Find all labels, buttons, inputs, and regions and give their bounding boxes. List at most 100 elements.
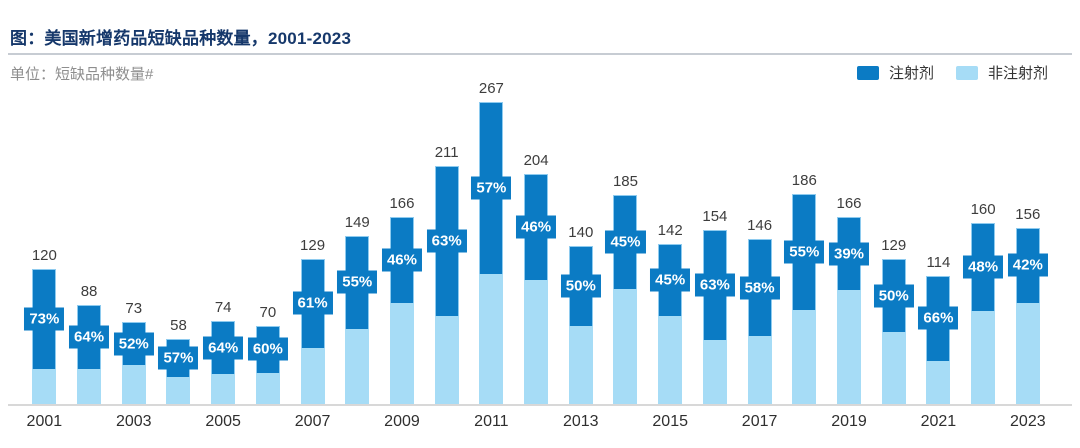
bar-segment-non-injectable xyxy=(77,368,102,405)
bar-2016 xyxy=(702,230,727,405)
bar-segment-non-injectable xyxy=(837,290,861,405)
bar-segment-non-injectable xyxy=(524,280,549,405)
bar-total-label: 140 xyxy=(568,224,594,242)
bar-pct-label: 50% xyxy=(560,274,601,298)
bar-group-2014: 185 45% xyxy=(603,80,648,405)
bar-2020 xyxy=(881,258,906,405)
bar-group-2023: 156 42% 2023 xyxy=(1005,80,1050,430)
bar-total-label: 70 xyxy=(259,303,277,321)
x-axis-tick-2001: 2001 xyxy=(26,413,63,430)
bar-group-2004: 58 57% xyxy=(156,80,201,405)
x-axis-tick-2017: 2017 xyxy=(741,413,778,430)
bar-pct-label: 45% xyxy=(650,268,691,292)
bar-pct-label: 57% xyxy=(158,346,199,370)
bar-total-label: 186 xyxy=(791,171,817,189)
bar-group-2011: 267 57% 2011 xyxy=(469,80,514,430)
bar-total-label: 185 xyxy=(612,173,638,191)
bar-pct-label: 63% xyxy=(694,273,735,297)
bar-group-2010: 211 63% xyxy=(424,80,469,405)
bar-total-label: 166 xyxy=(836,194,862,212)
bar-segment-non-injectable xyxy=(389,302,414,405)
bar-total-label: 267 xyxy=(478,80,504,97)
bar-group-2016: 154 63% xyxy=(693,80,738,405)
bar-pct-label: 48% xyxy=(963,255,1004,279)
bar-segment-non-injectable xyxy=(166,376,191,405)
bar-segment-non-injectable xyxy=(121,365,146,405)
bar-total-label: 88 xyxy=(80,283,98,301)
bar-total-label: 58 xyxy=(170,317,187,335)
bar-segment-non-injectable xyxy=(255,373,280,405)
bar-group-2005: 74 64% 2005 xyxy=(201,80,246,430)
bar-pct-label: 63% xyxy=(426,229,467,253)
bar-segment-non-injectable xyxy=(971,310,996,405)
bar-group-2001: 120 73% 2001 xyxy=(22,80,67,430)
bar-group-2017: 146 58% 2017 xyxy=(737,80,782,430)
bar-total-label: 114 xyxy=(926,253,951,271)
bar-2009 xyxy=(389,216,414,405)
bar-segment-non-injectable xyxy=(434,316,459,405)
bar-group-2006: 70 60% xyxy=(246,80,291,405)
bar-segment-non-injectable xyxy=(792,309,817,405)
legend-label-injectable: 注射剂 xyxy=(888,65,934,82)
bar-2005 xyxy=(211,321,236,405)
bar-segment-non-injectable xyxy=(702,340,727,405)
x-axis-tick-2007: 2007 xyxy=(294,413,331,430)
bar-total-label: 166 xyxy=(389,194,415,212)
bar-2002 xyxy=(77,305,102,405)
x-axis-tick-2021: 2021 xyxy=(920,413,957,430)
x-axis-tick-2009: 2009 xyxy=(384,413,420,430)
bar-total-label: 142 xyxy=(657,221,683,239)
bar-total-label: 211 xyxy=(434,143,459,161)
bar-segment-non-injectable xyxy=(300,348,325,405)
bar-2010 xyxy=(434,165,459,405)
bar-2007 xyxy=(300,258,325,405)
legend: 注射剂 非注射剂 xyxy=(856,62,1048,83)
legend-item-injectable: 注射剂 xyxy=(856,62,934,83)
bar-pct-label: 58% xyxy=(739,276,780,300)
bar-group-2021: 114 66% 2021 xyxy=(916,80,961,430)
bar-total-label: 120 xyxy=(31,246,57,264)
bar-segment-non-injectable xyxy=(345,328,370,405)
bar-total-label: 129 xyxy=(300,236,326,254)
bar-group-2009: 166 46% 2009 xyxy=(380,80,425,430)
bar-2008 xyxy=(345,235,370,405)
bar-2022 xyxy=(971,223,996,405)
bar-total-label: 73 xyxy=(125,300,143,318)
bar-2012 xyxy=(524,173,549,405)
bar-segment-non-injectable xyxy=(1015,302,1040,405)
bar-pct-label: 55% xyxy=(337,270,378,294)
bar-group-2002: 88 64% xyxy=(67,80,112,405)
bar-segment-non-injectable xyxy=(926,360,951,405)
bar-group-2013: 140 50% 2013 xyxy=(558,80,603,430)
x-axis-tick-2003: 2003 xyxy=(115,413,152,430)
bar-2001 xyxy=(32,268,57,405)
bar-segment-non-injectable xyxy=(613,289,638,405)
unit-label: 单位：短缺品种数量# xyxy=(10,66,154,83)
bar-segment-non-injectable xyxy=(568,325,593,405)
bar-total-label: 129 xyxy=(881,236,907,254)
legend-label-non-injectable: 非注射剂 xyxy=(987,65,1048,82)
bar-segment-non-injectable xyxy=(658,316,683,405)
bar-2013 xyxy=(568,246,593,405)
bar-pct-label: 66% xyxy=(918,306,959,330)
bar-group-2022: 160 48% xyxy=(961,80,1006,405)
bar-pct-label: 46% xyxy=(381,248,422,272)
x-axis-tick-2005: 2005 xyxy=(205,413,241,430)
x-axis-tick-2023: 2023 xyxy=(1010,413,1046,430)
chart-title: 图：美国新增药品短缺品种数量，2001-2023 xyxy=(10,29,352,48)
bar-2021 xyxy=(926,275,951,405)
bar-pct-label: 60% xyxy=(247,337,288,361)
bar-pct-label: 50% xyxy=(873,284,914,307)
bar-pct-label: 39% xyxy=(828,242,870,265)
bar-group-2018: 186 55% xyxy=(782,80,827,405)
bar-group-2007: 129 61% 2007 xyxy=(290,80,335,430)
bar-pct-label: 61% xyxy=(292,291,333,315)
bar-segment-non-injectable xyxy=(747,335,772,405)
legend-swatch-injectable xyxy=(856,65,879,80)
bar-total-label: 74 xyxy=(214,299,232,317)
legend-item-non-injectable: 非注射剂 xyxy=(955,62,1048,83)
bar-pct-label: 64% xyxy=(69,325,110,349)
bar-total-label: 149 xyxy=(344,213,370,231)
title-divider xyxy=(8,53,1072,55)
